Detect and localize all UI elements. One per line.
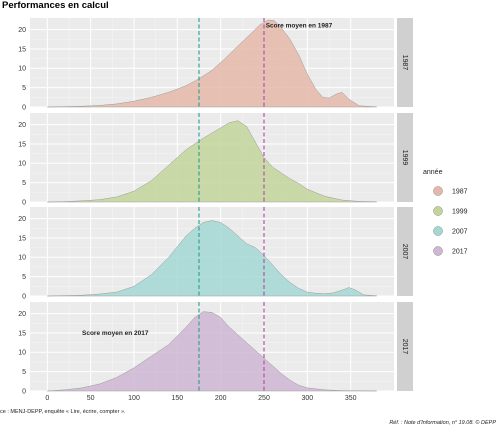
panel-1987: 0 5 10 15 20 Score moyen en 1987 1987 xyxy=(18,18,413,111)
x-tick-label: 250 xyxy=(258,395,270,402)
y-tick-label: 5 xyxy=(22,85,26,92)
reference-note: Réf. : Note d'Information, n° 19.08. © D… xyxy=(389,419,496,426)
y-tick-label: 5 xyxy=(22,180,26,187)
density-area-1987 xyxy=(47,19,377,108)
y-tick-label: 10 xyxy=(18,350,26,357)
y-tick-label: 20 xyxy=(18,216,26,223)
legend-key-2007 xyxy=(433,226,443,236)
y-tick-label: 0 xyxy=(22,104,26,111)
panel-2017: 0 5 10 15 20 Score moyen en 2017 2017 xyxy=(18,302,413,395)
facet-strip xyxy=(397,18,413,107)
facet-label-2017: 2017 xyxy=(401,339,408,355)
x-tick-label: 50 xyxy=(87,395,95,402)
legend-label-2007: 2007 xyxy=(452,229,468,236)
y-tick-label: 15 xyxy=(18,46,26,53)
y-tick-label: 0 xyxy=(22,293,26,300)
y-tick-label: 0 xyxy=(22,388,26,395)
facet-label-1987: 1987 xyxy=(401,55,408,71)
x-tick-label: 200 xyxy=(215,395,227,402)
legend-label-2017: 2017 xyxy=(452,249,468,256)
y-tick-label: 10 xyxy=(18,66,26,73)
source-note: ce : MENJ-DEPP, enquête « Lire, écrire, … xyxy=(0,409,126,415)
facet-strip xyxy=(397,207,413,296)
legend-key-1987 xyxy=(433,186,443,196)
x-tick-label: 0 xyxy=(45,395,49,402)
density-area-1999 xyxy=(47,120,377,203)
facet-strip xyxy=(397,113,413,202)
y-tick-label: 15 xyxy=(18,141,26,148)
y-tick-label: 20 xyxy=(18,311,26,318)
legend: année 1987 1999 2007 2017 xyxy=(423,169,468,256)
y-tick-label: 0 xyxy=(22,199,26,206)
legend-title: année xyxy=(423,169,443,176)
chart-title: Performances en calcul xyxy=(2,0,109,11)
facet-label-2007: 2007 xyxy=(401,244,408,260)
y-tick-label: 15 xyxy=(18,330,26,337)
y-tick-label: 20 xyxy=(18,122,26,129)
facet-label-1999: 1999 xyxy=(401,150,408,166)
density-area-2007 xyxy=(47,220,377,297)
legend-label-1999: 1999 xyxy=(452,209,468,216)
x-tick-label: 300 xyxy=(301,395,313,402)
y-tick-label: 5 xyxy=(22,274,26,281)
y-tick-label: 15 xyxy=(18,235,26,242)
x-tick-label: 100 xyxy=(128,395,140,402)
x-tick-label: 350 xyxy=(345,395,357,402)
annotation-2017: Score moyen en 2017 xyxy=(82,330,149,337)
panel-2007: 0 5 10 15 20 2007 xyxy=(18,207,413,300)
density-area-2017 xyxy=(47,311,377,392)
facet-strip xyxy=(397,302,413,391)
y-tick-label: 10 xyxy=(18,161,26,168)
legend-key-1999 xyxy=(433,206,443,216)
legend-key-2017 xyxy=(433,246,443,256)
legend-label-1987: 1987 xyxy=(452,189,468,196)
annotation-1987: Score moyen en 1987 xyxy=(266,23,333,30)
y-tick-label: 10 xyxy=(18,255,26,262)
panel-1999: 0 5 10 15 20 1999 xyxy=(18,113,413,206)
y-tick-label: 5 xyxy=(22,369,26,376)
x-tick-label: 150 xyxy=(171,395,183,402)
y-tick-label: 20 xyxy=(18,27,26,34)
